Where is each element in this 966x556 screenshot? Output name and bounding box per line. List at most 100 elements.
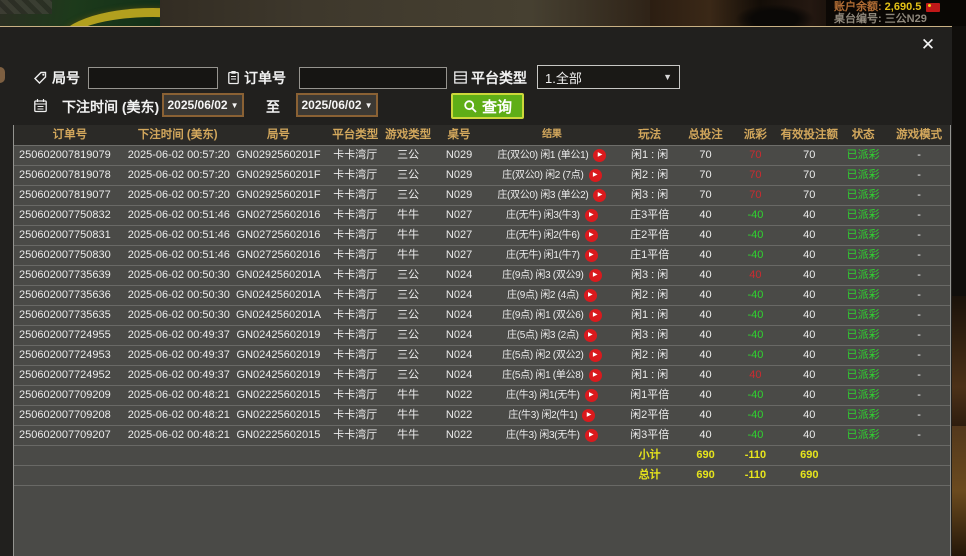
casino-table-felt [0, 0, 160, 26]
cell-valid-bet: 40 [803, 269, 816, 281]
cell-platform: 卡卡湾厅 [333, 269, 378, 281]
close-icon: ✕ [920, 35, 936, 54]
cell-total-bet: 40 [699, 389, 712, 401]
cell-payout: -40 [747, 229, 764, 241]
round-input[interactable] [88, 67, 218, 89]
cell-status: 已派彩 [846, 189, 880, 201]
cell-game-mode: - [917, 409, 921, 421]
cell-result: 庄(9点) 闲3 (双公9) ▶ [485, 266, 619, 285]
replay-icon[interactable]: ▶ [584, 389, 598, 402]
cell-round: GN02425602019 [236, 329, 321, 341]
chevron-down-icon: ▼ [230, 100, 239, 110]
cell-valid-bet: 40 [803, 249, 816, 261]
cell-platform: 卡卡湾厅 [333, 289, 378, 301]
flag-icon [926, 2, 941, 12]
result-text: 庄(双公0) 闲2 (7点) [502, 170, 584, 181]
cell-status: 已派彩 [846, 209, 880, 221]
header-payout: 派彩 [743, 129, 767, 141]
cell-bet-time: 2025-06-02 00:49:37 [127, 349, 230, 361]
table-row: 250602007819078 2025-06-02 00:57:20 GN02… [14, 166, 950, 186]
cell-valid-bet: 40 [803, 369, 816, 381]
cell-play: 闲2平倍 [630, 409, 670, 421]
cell-payout: -40 [747, 429, 764, 441]
cell-total-bet: 40 [699, 309, 712, 321]
replay-icon[interactable]: ▶ [583, 329, 597, 342]
cell-result: 庄(牛3) 闲3(无牛) ▶ [485, 426, 619, 445]
date-to-picker[interactable]: 2025/06/02 ▼ [296, 93, 378, 117]
table-number-label: 桌台编号: [834, 13, 882, 25]
total-label: 总计 [638, 469, 661, 481]
clipboard-icon [228, 71, 239, 85]
account-balance-line: 账户余额: 2,690.5 [834, 1, 962, 13]
platform-select[interactable]: 1.全部 ▼ [537, 65, 680, 89]
result-text: 庄(无牛) 闲3(牛3) [506, 210, 580, 221]
replay-icon[interactable]: ▶ [593, 149, 607, 162]
cell-game-type: 三公 [397, 189, 420, 201]
cell-game-type: 牛牛 [397, 389, 420, 401]
chevron-down-icon: ▼ [663, 72, 672, 82]
close-button[interactable]: ✕ [917, 34, 939, 56]
replay-icon[interactable]: ▶ [582, 409, 596, 422]
table-body: 250602007819079 2025-06-02 00:57:20 GN02… [14, 146, 950, 446]
replay-icon[interactable]: ▶ [583, 289, 597, 302]
cell-game-type: 三公 [397, 309, 420, 321]
cell-table-no: N027 [445, 209, 473, 221]
cell-order: 250602007709209 [19, 389, 111, 401]
magnifier-icon [464, 99, 477, 113]
result-text: 庄(无牛) 闲1(牛7) [506, 250, 580, 261]
filter-bar: 局号 订单号 平台类型 1.全部 ▼ [0, 65, 952, 121]
cell-round: GN02725602016 [236, 209, 321, 221]
replay-icon[interactable]: ▶ [584, 249, 598, 262]
header-result: 结果 [542, 129, 562, 140]
right-edge-background [952, 26, 966, 556]
result-text: 庄(牛3) 闲3(无牛) [506, 430, 580, 441]
cell-total-bet: 70 [699, 149, 712, 161]
replay-icon[interactable]: ▶ [593, 189, 607, 202]
replay-icon[interactable]: ▶ [584, 229, 598, 242]
cell-game-type: 三公 [397, 169, 420, 181]
cell-payout: 40 [749, 269, 762, 281]
result-text: 庄(5点) 闲3 (2点) [507, 330, 579, 341]
cell-game-mode: - [917, 329, 921, 341]
cell-play: 闲1平倍 [630, 389, 670, 401]
cell-result: 庄(双公0) 闲1 (单公1) ▶ [485, 146, 619, 165]
cell-game-type: 牛牛 [397, 229, 420, 241]
cell-order: 250602007750831 [19, 229, 111, 241]
cell-status: 已派彩 [846, 349, 880, 361]
cell-game-mode: - [917, 229, 921, 241]
table-row: 250602007709207 2025-06-02 00:48:21 GN02… [14, 426, 950, 446]
result-text: 庄(牛3) 闲2(牛1) [508, 410, 578, 421]
replay-icon[interactable]: ▶ [584, 429, 598, 442]
cell-platform: 卡卡湾厅 [333, 149, 378, 161]
replay-icon[interactable]: ▶ [588, 269, 602, 282]
cell-total-bet: 40 [699, 409, 712, 421]
cell-play: 闲3 : 闲 [631, 189, 669, 201]
table-header-row: 订单号 下注时间 (美东) 局号 平台类型 游戏类型 桌号 结果 玩法 总投注 … [14, 125, 950, 146]
replay-icon[interactable]: ▶ [584, 209, 598, 222]
platform-selected-value: 1.全部 [545, 70, 582, 86]
order-input[interactable] [299, 67, 447, 89]
cell-order: 250602007819077 [19, 189, 111, 201]
replay-icon[interactable]: ▶ [588, 369, 602, 382]
cell-valid-bet: 40 [803, 389, 816, 401]
cell-valid-bet: 40 [803, 209, 816, 221]
cell-total-bet: 40 [699, 269, 712, 281]
cell-bet-time: 2025-06-02 00:57:20 [127, 149, 230, 161]
replay-icon[interactable]: ▶ [588, 349, 602, 362]
date-from-picker[interactable]: 2025/06/02 ▼ [162, 93, 244, 117]
cell-table-no: N022 [445, 389, 473, 401]
result-text: 庄(双公0) 闲3 (单公2) [497, 190, 589, 201]
replay-icon[interactable]: ▶ [588, 309, 602, 322]
cell-bet-time: 2025-06-02 00:48:21 [127, 389, 230, 401]
cell-bet-time: 2025-06-02 00:49:37 [127, 369, 230, 381]
cell-status: 已派彩 [846, 329, 880, 341]
cell-game-type: 三公 [397, 329, 420, 341]
replay-icon[interactable]: ▶ [588, 169, 602, 182]
query-button[interactable]: 查询 [451, 93, 525, 119]
filter-row-2: 下注时间 (美东) 2025/06/02 ▼ 至 2025/06/02 ▼ 查询 [0, 93, 952, 121]
header-platform: 平台类型 [332, 129, 379, 141]
cell-game-mode: - [917, 349, 921, 361]
cell-result: 庄(5点) 闲1 (单公8) ▶ [485, 366, 619, 385]
cell-round: GN0242560201A [235, 289, 321, 301]
cell-result: 庄(5点) 闲2 (双公2) ▶ [485, 346, 619, 365]
